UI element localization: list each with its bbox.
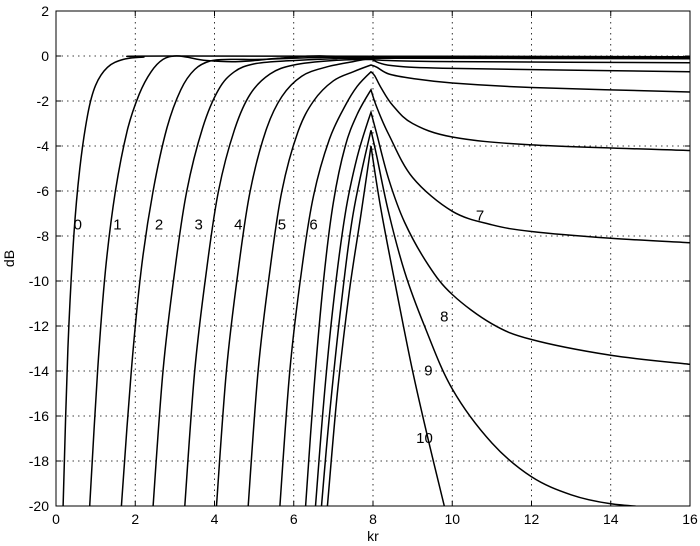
curve-label: 5 <box>278 216 286 233</box>
y-tick-label: -12 <box>29 318 49 334</box>
series-line <box>320 130 644 506</box>
y-tick-label: 0 <box>41 48 49 64</box>
curve-label: 9 <box>424 363 432 380</box>
x-tick-label: 8 <box>369 511 377 527</box>
x-tick-label: 2 <box>131 511 139 527</box>
y-tick-label: -2 <box>37 93 50 109</box>
ticks: 0 2 4 6 8 10 12 14 1620-2-4-6-8-10-12-14-16-18-2… <box>29 3 698 527</box>
series-line <box>62 55 690 506</box>
x-tick-label: 14 <box>603 511 619 527</box>
curve-labels: 0 1 2 3 4 5 6 7 8 9 10 <box>74 207 485 447</box>
x-tick-label: 12 <box>524 511 540 527</box>
series-line <box>184 58 690 506</box>
y-tick-label: -18 <box>29 453 49 469</box>
curve-label: 4 <box>234 216 242 233</box>
y-tick-label: -6 <box>37 183 50 199</box>
curve-label: 7 <box>476 207 484 224</box>
x-tick-label: 0 <box>52 511 60 527</box>
x-tick-label: 10 <box>444 511 460 527</box>
curve-label: 8 <box>440 309 448 326</box>
curve-label: 10 <box>416 430 433 447</box>
series-line <box>304 87 690 506</box>
y-tick-label: -14 <box>29 363 49 379</box>
grid <box>56 11 690 506</box>
series-line <box>152 57 690 506</box>
x-tick-label: 6 <box>290 511 298 527</box>
series-line <box>88 55 690 506</box>
y-tick-label: -8 <box>37 228 50 244</box>
curve-label: 2 <box>155 216 163 233</box>
y-tick-label: -16 <box>29 408 49 424</box>
x-axis-label: kr <box>367 528 379 544</box>
curve-label: 0 <box>74 216 82 233</box>
x-tick-label: 16 <box>682 511 698 527</box>
series-line <box>215 57 690 506</box>
y-tick-label: 2 <box>41 3 49 19</box>
y-tick-label: -4 <box>37 138 50 154</box>
series-line <box>326 145 446 506</box>
curve-label: 1 <box>113 216 121 233</box>
series-line <box>314 109 690 506</box>
series-line <box>120 56 690 506</box>
x-tick-label: 4 <box>211 511 219 527</box>
series-line <box>279 70 690 506</box>
curve-label: 6 <box>309 216 317 233</box>
series-line <box>247 64 690 506</box>
y-tick-label: -20 <box>29 498 49 514</box>
y-tick-label: -10 <box>29 273 49 289</box>
curve-label: 3 <box>194 216 202 233</box>
y-axis-label: dB <box>1 250 17 267</box>
curves <box>62 55 690 506</box>
